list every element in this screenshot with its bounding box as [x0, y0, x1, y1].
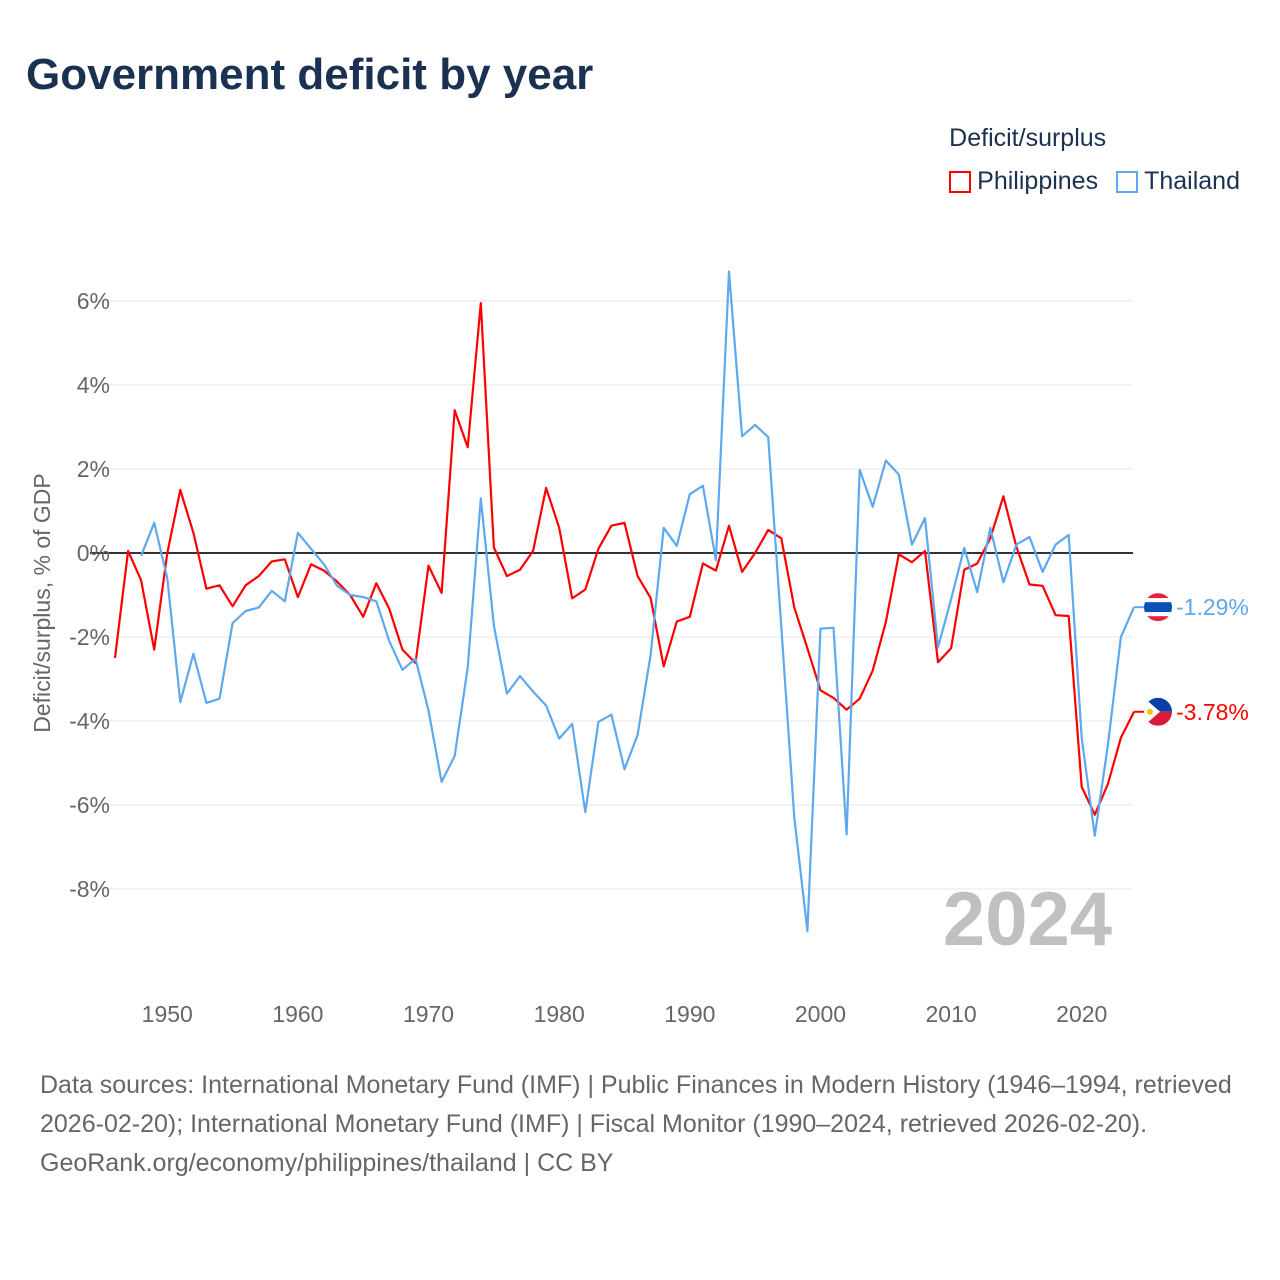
y-tick-label: 2% [77, 456, 110, 482]
chart-area: 2024 6% 4% 2% 0% -2% -4% -6% -8% 1950 1960 1970 1980… [29, 270, 1249, 1027]
series-line-philippines [113, 302, 1135, 816]
legend-item-thailand[interactable]: Thailand [1116, 167, 1240, 196]
end-value-label-thailand: -1.29% [1176, 594, 1249, 620]
flag-stripe [1144, 598, 1172, 603]
year-watermark: 2024 [943, 877, 1112, 962]
y-tick-label: -2% [69, 624, 110, 650]
y-axis-label: Deficit/surplus, % of GDP [29, 473, 55, 732]
flag-stripe [1144, 593, 1172, 599]
flag-stripe [1144, 612, 1172, 617]
legend: Deficit/surplus Philippines Thailand [949, 124, 1240, 196]
y-tick-label: -4% [69, 708, 110, 734]
x-tick-label: 1960 [272, 1001, 323, 1027]
x-tick-label: 1980 [534, 1001, 585, 1027]
legend-title: Deficit/surplus [949, 124, 1107, 152]
legend-item-philippines[interactable]: Philippines [949, 167, 1098, 196]
x-tick-label: 2000 [795, 1001, 846, 1027]
chart-title: Government deficit by year [26, 50, 594, 99]
end-value-label-philippines: -3.78% [1176, 699, 1249, 725]
legend-label-thailand: Thailand [1144, 167, 1240, 195]
y-tick-label: 4% [77, 372, 110, 398]
footer: Data sources: International Monetary Fun… [40, 1066, 1240, 1183]
credit-link[interactable]: GeoRank.org/economy/philippines/thailand… [40, 1149, 614, 1177]
x-tick-label: 2010 [926, 1001, 977, 1027]
data-sources: Data sources: International Monetary Fun… [40, 1071, 1232, 1138]
legend-swatch-thailand [1116, 170, 1139, 193]
x-tick-label: 2020 [1056, 1001, 1107, 1027]
flag-stripe [1144, 602, 1172, 613]
legend-label-philippines: Philippines [977, 167, 1099, 195]
flag-sun [1147, 708, 1153, 715]
flag-stripe [1144, 616, 1172, 622]
y-tick-label: -6% [69, 792, 110, 818]
x-tick-label: 1970 [403, 1001, 454, 1027]
legend-swatch-philippines [949, 170, 972, 193]
x-tick-label: 1950 [142, 1001, 193, 1027]
y-tick-label: -8% [69, 876, 110, 902]
series-line-thailand [140, 270, 1136, 933]
y-tick-label: 6% [77, 288, 110, 314]
x-tick-label: 1990 [664, 1001, 715, 1027]
y-tick-label: 0% [77, 540, 110, 566]
